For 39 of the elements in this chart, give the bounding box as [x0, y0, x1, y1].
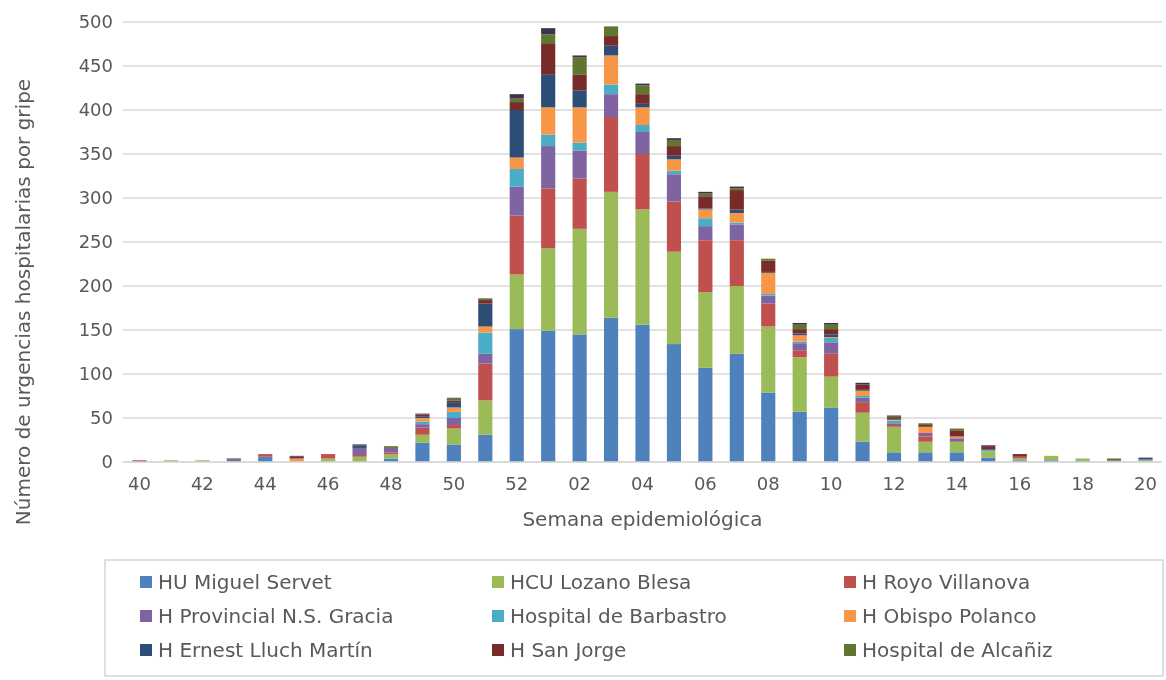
x-tick-label: 06 — [693, 473, 717, 494]
x-tick-label: 14 — [945, 473, 969, 494]
legend-label: H Ernest Lluch Martín — [158, 638, 373, 662]
x-tick-label: 08 — [756, 473, 780, 494]
legend-label: H Royo Villanova — [862, 570, 1031, 594]
y-tick-label: 250 — [78, 231, 113, 253]
y-tick-label: 200 — [78, 275, 113, 297]
y-axis-title: Número de urgencias hospitalarias por gripe — [11, 78, 35, 526]
legend-label: H San Jorge — [510, 638, 627, 662]
legend-label: HCU Lozano Blesa — [510, 570, 692, 594]
legend-label: Hospital de Barbastro — [510, 604, 727, 628]
x-tick-label: 46 — [316, 473, 340, 494]
x-tick-label: 18 — [1071, 473, 1095, 494]
legend-label: HU Miguel Servet — [158, 570, 332, 594]
x-tick-label: 12 — [882, 473, 906, 494]
y-tick-label: 50 — [90, 407, 113, 429]
x-tick-label: 44 — [253, 473, 277, 494]
x-tick-label: 52 — [505, 473, 529, 494]
x-tick-label: 50 — [442, 473, 466, 494]
legend-label: Hospital de Alcañiz — [862, 638, 1053, 662]
x-tick-label: 40 — [128, 473, 151, 494]
y-tick-label: 150 — [78, 319, 113, 341]
y-tick-label: 400 — [78, 99, 113, 121]
x-tick-label: 04 — [631, 473, 654, 494]
x-tick-label: 48 — [379, 473, 403, 494]
y-tick-label: 500 — [78, 11, 113, 33]
y-tick-label: 300 — [78, 187, 113, 209]
x-tick-label: 10 — [819, 473, 843, 494]
y-tick-label: 0 — [101, 451, 113, 473]
y-tick-label: 350 — [78, 143, 113, 165]
y-tick-label: 450 — [78, 55, 113, 77]
x-tick-label: 42 — [190, 473, 214, 494]
x-axis-title: Semana epidemiológica — [522, 507, 763, 531]
x-tick-label: 16 — [1008, 473, 1032, 494]
y-tick-label: 100 — [78, 363, 113, 385]
legend-label: H Obispo Polanco — [862, 604, 1037, 628]
x-tick-label: 02 — [568, 473, 592, 494]
x-tick-label: 20 — [1134, 473, 1157, 494]
legend-label: H Provincial N.S. Gracia — [158, 604, 394, 628]
